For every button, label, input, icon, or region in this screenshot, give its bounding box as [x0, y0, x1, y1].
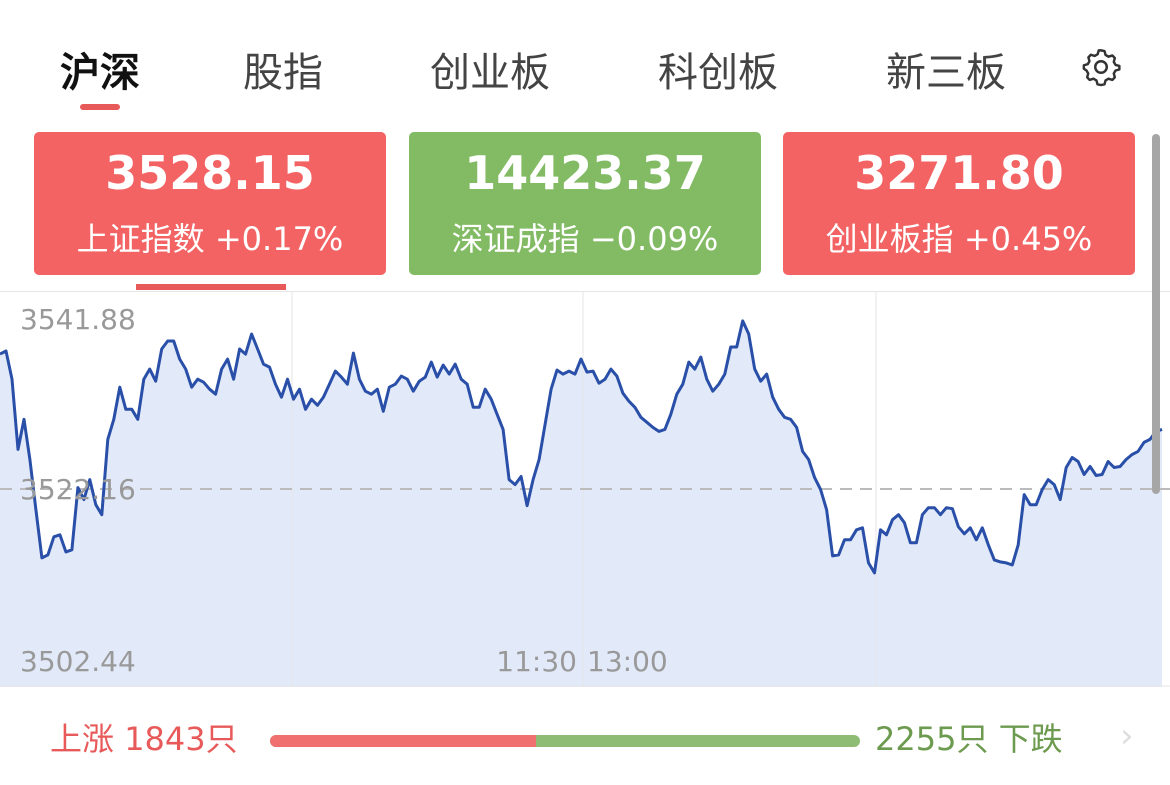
advancers-text: 上涨: [50, 720, 115, 758]
tab-chinext[interactable]: 创业板: [430, 50, 550, 96]
breadth-bar: [270, 735, 860, 747]
y-label-middle: 3522.16: [20, 473, 136, 506]
scrollbar[interactable]: [1152, 134, 1160, 494]
selected-card-indicator: [136, 284, 286, 290]
index-change: −0.09%: [589, 220, 719, 258]
tab-star-market[interactable]: 科创板: [658, 50, 778, 96]
tab-hushen[interactable]: 沪深: [60, 50, 140, 96]
index-value: 14423.37: [464, 146, 706, 200]
index-label: 上证指数 +0.17%: [34, 214, 386, 260]
y-label-bottom: 3502.44: [20, 645, 136, 678]
index-card-chinext[interactable]: 3271.80 创业板指 +0.45%: [783, 132, 1135, 275]
active-tab-indicator: [80, 104, 120, 110]
advancers-label: 上涨 1843只: [50, 714, 238, 760]
decliners-label: 2255只 下跌: [875, 714, 1063, 760]
x-label-1130: 11:30: [496, 645, 577, 678]
decliners-count: 2255只: [875, 720, 989, 758]
tab-stock-index[interactable]: 股指: [243, 50, 323, 96]
x-label-1300: 13:00: [587, 645, 668, 678]
advancers-count: 1843只: [124, 720, 238, 758]
price-line: [0, 319, 1163, 575]
decliners-text: 下跌: [998, 720, 1063, 758]
index-name: 上证指数: [76, 220, 205, 258]
index-change: +0.45%: [963, 220, 1093, 258]
index-value: 3528.15: [105, 146, 315, 200]
index-card-shenzhen[interactable]: 14423.37 深证成指 −0.09%: [409, 132, 761, 275]
tab-neeq[interactable]: 新三板: [886, 50, 1006, 96]
market-breadth[interactable]: 上涨 1843只 2255只 下跌 ›: [0, 690, 1170, 785]
price-area: [0, 320, 1162, 687]
gear-icon[interactable]: [1080, 46, 1122, 88]
index-value: 3271.80: [854, 146, 1064, 200]
y-label-top: 3541.88: [20, 303, 136, 336]
index-label: 深证成指 −0.09%: [409, 214, 761, 260]
index-card-shanghai[interactable]: 3528.15 上证指数 +0.17%: [34, 132, 386, 275]
intraday-chart[interactable]: 3541.88 3522.16 3502.44 11:30 13:00: [0, 291, 1170, 687]
index-name: 深证成指: [451, 220, 580, 258]
index-label: 创业板指 +0.45%: [783, 214, 1135, 260]
index-change: +0.17%: [214, 220, 344, 258]
breadth-bar-up: [270, 735, 536, 747]
index-name: 创业板指: [825, 220, 954, 258]
chevron-right-icon[interactable]: ›: [1120, 716, 1134, 756]
